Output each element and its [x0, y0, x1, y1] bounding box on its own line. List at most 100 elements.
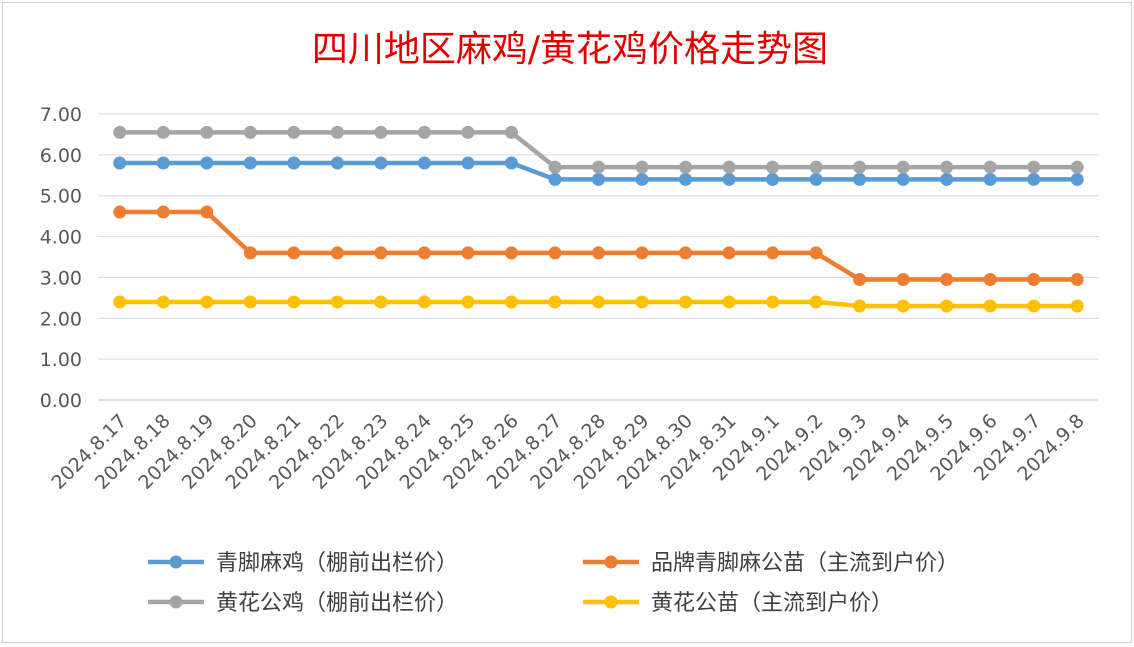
data-point	[504, 295, 518, 309]
chart-title: 四川地区麻鸡/黄花鸡价格走势图	[312, 29, 828, 70]
data-point	[374, 246, 388, 260]
data-point	[461, 125, 475, 139]
data-point	[983, 272, 997, 286]
data-point	[983, 160, 997, 174]
data-point	[374, 295, 388, 309]
data-point	[766, 295, 780, 309]
gridlines	[98, 113, 1099, 401]
data-point	[592, 172, 605, 186]
data-point	[679, 246, 693, 260]
data-point	[896, 299, 910, 313]
data-point	[200, 156, 214, 170]
data-point	[113, 156, 127, 170]
data-point	[374, 156, 388, 170]
y-tick-label: 1.00	[40, 349, 82, 371]
data-point	[200, 295, 214, 309]
data-point	[548, 295, 562, 309]
legend-swatch-marker	[169, 595, 183, 609]
data-point	[417, 295, 431, 309]
data-point	[330, 156, 344, 170]
data-point	[200, 125, 214, 139]
data-point	[1027, 299, 1041, 313]
data-point	[940, 172, 954, 186]
series-line	[117, 209, 1080, 282]
data-point	[287, 295, 301, 309]
data-point	[679, 160, 693, 174]
data-point	[983, 299, 997, 313]
data-point	[809, 246, 823, 260]
data-point	[200, 205, 214, 219]
data-point	[548, 246, 562, 260]
data-point	[287, 246, 301, 260]
data-point	[722, 172, 736, 186]
y-tick-label: 7.00	[40, 104, 82, 126]
data-point	[504, 125, 518, 139]
data-point	[1070, 299, 1084, 313]
data-point	[853, 172, 867, 186]
data-point	[461, 156, 475, 170]
y-tick-label: 0.00	[40, 390, 82, 412]
data-point	[1070, 272, 1084, 286]
data-point	[417, 156, 431, 170]
data-point	[243, 295, 257, 309]
legend: 青脚麻鸡（棚前出栏价） 品牌青脚麻公苗（主流到户价） 黄花公鸡（棚前出栏价） 黄花公苗…	[148, 551, 959, 616]
data-point	[940, 299, 954, 313]
data-point	[722, 246, 736, 260]
data-point	[766, 172, 780, 186]
data-point	[287, 125, 301, 139]
series-黄花公鸡（棚前出栏价）	[113, 125, 1084, 174]
data-point	[156, 205, 170, 219]
line-chart: 四川地区麻鸡/黄花鸡价格走势图 0.00 1.00 2.00 3.00 4.00 5.00…	[40, 29, 1099, 616]
data-point	[243, 156, 257, 170]
data-point	[896, 172, 910, 186]
data-point	[156, 295, 170, 309]
data-point	[896, 272, 910, 286]
legend-label: 黄花公苗（主流到户价）	[651, 591, 893, 616]
data-point	[330, 246, 344, 260]
data-point	[374, 125, 388, 139]
data-point	[243, 246, 257, 260]
data-point	[1027, 160, 1041, 174]
data-point	[809, 172, 823, 186]
data-point	[722, 160, 736, 174]
y-axis-ticks: 0.00 1.00 2.00 3.00 4.00 5.00 6.00 7.00	[40, 104, 82, 412]
legend-item: 黄花公苗（主流到户价）	[583, 591, 893, 616]
data-point	[504, 246, 518, 260]
data-point	[809, 295, 823, 309]
y-tick-label: 4.00	[40, 227, 82, 249]
data-point	[635, 295, 649, 309]
data-point	[592, 160, 605, 174]
data-point	[1027, 172, 1041, 186]
data-point	[113, 125, 127, 139]
legend-swatch-marker	[604, 595, 618, 609]
data-point	[809, 160, 823, 174]
data-point	[853, 160, 867, 174]
data-point	[156, 125, 170, 139]
data-point	[330, 295, 344, 309]
data-point	[330, 125, 344, 139]
data-point	[113, 205, 127, 219]
series-青脚麻鸡（棚前出栏价）	[113, 156, 1084, 186]
data-point	[983, 172, 997, 186]
data-point	[461, 295, 475, 309]
data-point	[722, 295, 736, 309]
y-tick-label: 3.00	[40, 267, 82, 289]
data-point	[1070, 172, 1084, 186]
legend-item: 青脚麻鸡（棚前出栏价）	[148, 551, 458, 576]
data-point	[635, 160, 649, 174]
legend-label: 品牌青脚麻公苗（主流到户价）	[651, 551, 959, 576]
series-品牌青脚麻公苗（主流到户价）	[113, 205, 1084, 286]
series-黄花公苗（主流到户价）	[113, 295, 1084, 313]
data-point	[548, 172, 562, 186]
data-point	[417, 125, 431, 139]
data-point	[635, 172, 649, 186]
data-point	[1027, 272, 1041, 286]
data-point	[679, 172, 693, 186]
data-point	[156, 156, 170, 170]
series-lines	[113, 125, 1084, 313]
data-point	[461, 246, 475, 260]
y-tick-label: 6.00	[40, 145, 82, 167]
data-point	[243, 125, 257, 139]
data-point	[940, 272, 954, 286]
data-point	[592, 295, 605, 309]
